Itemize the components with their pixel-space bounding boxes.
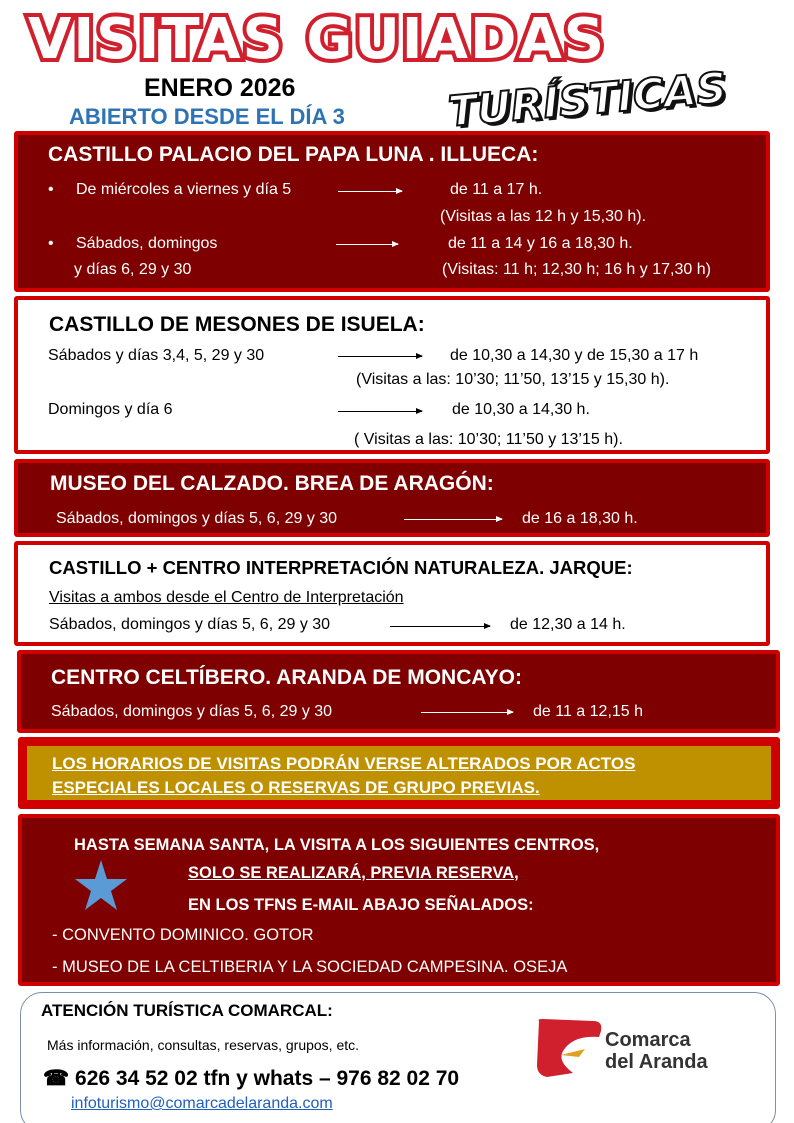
arrow-icon — [421, 709, 514, 715]
schedule-label: Domingos y día 6 — [48, 401, 173, 418]
contact-box: ATENCIÓN TURÍSTICA COMARCAL: Más informa… — [20, 992, 776, 1123]
notice-line: LOS HORARIOS DE VISITAS PODRÁN VERSE ALT… — [52, 754, 636, 773]
section-calzado: MUSEO DEL CALZADO. BREA DE ARAGÓN: Sábad… — [14, 459, 770, 537]
schedule-hours: de 10,30 a 14,30 h. — [452, 401, 590, 418]
title: VISITAS GUIADAS — [24, 6, 608, 74]
subtitle-script: TURÍSTICAS — [445, 62, 729, 137]
schedule-label: De miércoles a viernes y día 5 — [76, 181, 292, 198]
logo-text: del Aranda — [605, 1051, 708, 1073]
schedule-label: Sábados, domingos — [76, 235, 218, 252]
schedule-label: Sábados, domingos y días 5, 6, 29 y 30 — [56, 510, 338, 527]
logo-text: Comarca — [605, 1029, 691, 1051]
section-title: CASTILLO PALACIO DEL PAPA LUNA . ILLUECA… — [48, 143, 539, 166]
bullet: • — [48, 181, 54, 198]
schedule-hours: de 11 a 17 h. — [450, 181, 543, 198]
schedule-label: Sábados, domingos y días 5, 6, 29 y 30 — [49, 616, 331, 633]
arrow-icon — [338, 353, 423, 359]
notice-background — [27, 746, 771, 800]
section-papa-luna: CASTILLO PALACIO DEL PAPA LUNA . ILLUECA… — [14, 131, 770, 292]
schedule-note: ( Visitas a las: 10’30; 11’50 y 13’15 h)… — [354, 431, 623, 448]
comarca-logo-icon — [537, 1019, 602, 1077]
schedule-label: y días 6, 29 y 30 — [74, 261, 192, 278]
section-title: CASTILLO + CENTRO INTERPRETACIÓN NATURAL… — [49, 557, 633, 578]
section-mesones: CASTILLO DE MESONES DE ISUELA: Sábados y… — [14, 296, 770, 454]
section-celtibero: CENTRO CELTÍBERO. ARANDA DE MONCAYO: Sáb… — [17, 650, 780, 733]
section-jarque: CASTILLO + CENTRO INTERPRETACIÓN NATURAL… — [14, 541, 770, 646]
phone-icon: ☎ — [43, 1067, 70, 1090]
phone-numbers: 626 34 52 02 tfn y whats – 976 82 02 70 — [75, 1067, 460, 1090]
schedule-label: Sábados, domingos y días 5, 6, 29 y 30 — [51, 703, 333, 720]
schedule-note: (Visitas a las 12 h y 15,30 h). — [440, 208, 647, 225]
reservation-line: EN LOS TFNS E-MAIL ABAJO SEÑALADOS: — [188, 896, 534, 914]
punctuation: , — [514, 864, 519, 882]
schedule-hours: de 11 a 12,15 h — [533, 703, 644, 720]
arrow-icon — [338, 188, 403, 194]
open-from: ABIERTO DESDE EL DÍA 3 — [69, 104, 345, 129]
schedule-note: (Visitas a las: 10’30; 11’50, 13’15 y 15… — [356, 371, 670, 388]
bullet: • — [48, 235, 54, 252]
month: ENERO 2026 — [144, 74, 296, 102]
center-item: - CONVENTO DOMINICO. GOTOR — [52, 926, 314, 944]
arrow-icon — [404, 516, 503, 522]
section-title: MUSEO DEL CALZADO. BREA DE ARAGÓN: — [50, 472, 494, 495]
contact-info: Más información, consultas, reservas, gr… — [47, 1037, 360, 1053]
section-subtitle: Visitas a ambos desde el Centro de Inter… — [49, 589, 404, 606]
schedule-hours: de 10,30 a 14,30 y de 15,30 a 17 h — [450, 347, 699, 364]
star-icon — [75, 860, 127, 910]
notice-line: ESPECIALES LOCALES O RESERVAS DE GRUPO P… — [52, 778, 540, 797]
email-link[interactable]: infoturismo@comarcadelaranda.com — [71, 1095, 333, 1112]
section-title: CENTRO CELTÍBERO. ARANDA DE MONCAYO: — [51, 666, 522, 689]
arrow-icon — [338, 408, 423, 414]
section-title: CASTILLO DE MESONES DE ISUELA: — [49, 313, 425, 336]
schedule-label: Sábados y días 3,4, 5, 29 y 30 — [48, 347, 265, 364]
schedule-hours: de 11 a 14 y 16 a 18,30 h. — [448, 235, 633, 252]
schedule-hours: de 16 a 18,30 h. — [522, 510, 638, 527]
schedule-hours: de 12,30 a 14 h. — [510, 616, 626, 633]
center-item: - MUSEO DE LA CELTIBERIA Y LA SOCIEDAD C… — [52, 958, 568, 976]
arrow-icon — [336, 241, 399, 247]
notice-box: LOS HORARIOS DE VISITAS PODRÁN VERSE ALT… — [18, 737, 780, 809]
reservation-line: SOLO SE REALIZARÁ, PREVIA RESERVA — [188, 864, 515, 882]
contact-title: ATENCIÓN TURÍSTICA COMARCAL: — [41, 1001, 333, 1020]
arrow-icon — [390, 623, 491, 629]
reservation-box: HASTA SEMANA SANTA, LA VISITA A LOS SIGU… — [18, 814, 780, 986]
reservation-line: HASTA SEMANA SANTA, LA VISITA A LOS SIGU… — [74, 836, 600, 854]
schedule-note: (Visitas: 11 h; 12,30 h; 16 h y 17,30 h) — [442, 261, 711, 278]
